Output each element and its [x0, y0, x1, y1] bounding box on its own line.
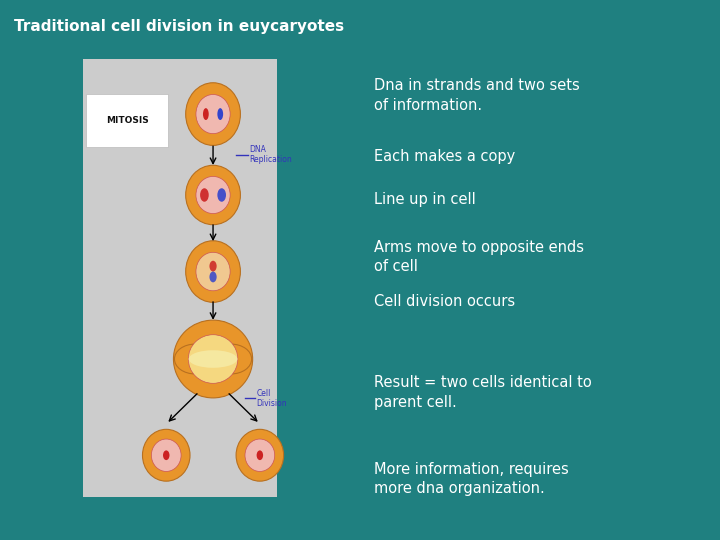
- Ellipse shape: [196, 94, 230, 134]
- Ellipse shape: [174, 344, 216, 374]
- Ellipse shape: [256, 450, 263, 460]
- Text: Cell division occurs: Cell division occurs: [374, 294, 516, 309]
- Ellipse shape: [245, 439, 275, 471]
- Text: DNA
Replication: DNA Replication: [249, 145, 292, 165]
- Ellipse shape: [189, 335, 238, 383]
- Ellipse shape: [174, 320, 253, 398]
- Text: Traditional cell division in euycaryotes: Traditional cell division in euycaryotes: [14, 19, 345, 34]
- Ellipse shape: [203, 108, 209, 120]
- Ellipse shape: [196, 177, 230, 213]
- Ellipse shape: [210, 261, 217, 272]
- Ellipse shape: [210, 272, 217, 282]
- Text: MITOSIS: MITOSIS: [106, 116, 148, 125]
- Ellipse shape: [236, 429, 284, 481]
- Ellipse shape: [189, 350, 238, 368]
- Text: Cell
Division: Cell Division: [256, 389, 287, 408]
- Ellipse shape: [210, 344, 252, 374]
- Text: Arms move to opposite ends
of cell: Arms move to opposite ends of cell: [374, 240, 585, 274]
- Ellipse shape: [200, 188, 209, 202]
- Ellipse shape: [186, 165, 240, 225]
- Ellipse shape: [151, 439, 181, 471]
- Text: Dna in strands and two sets
of information.: Dna in strands and two sets of informati…: [374, 78, 580, 112]
- Ellipse shape: [196, 252, 230, 291]
- Ellipse shape: [143, 429, 190, 481]
- FancyBboxPatch shape: [86, 94, 168, 147]
- Ellipse shape: [217, 108, 223, 120]
- FancyBboxPatch shape: [83, 59, 277, 497]
- Ellipse shape: [186, 241, 240, 302]
- Text: Line up in cell: Line up in cell: [374, 192, 476, 207]
- Ellipse shape: [186, 83, 240, 145]
- Ellipse shape: [217, 188, 226, 202]
- Ellipse shape: [163, 450, 169, 460]
- Text: More information, requires
more dna organization.: More information, requires more dna orga…: [374, 462, 569, 496]
- Text: Each makes a copy: Each makes a copy: [374, 148, 516, 164]
- Text: Result = two cells identical to
parent cell.: Result = two cells identical to parent c…: [374, 375, 592, 409]
